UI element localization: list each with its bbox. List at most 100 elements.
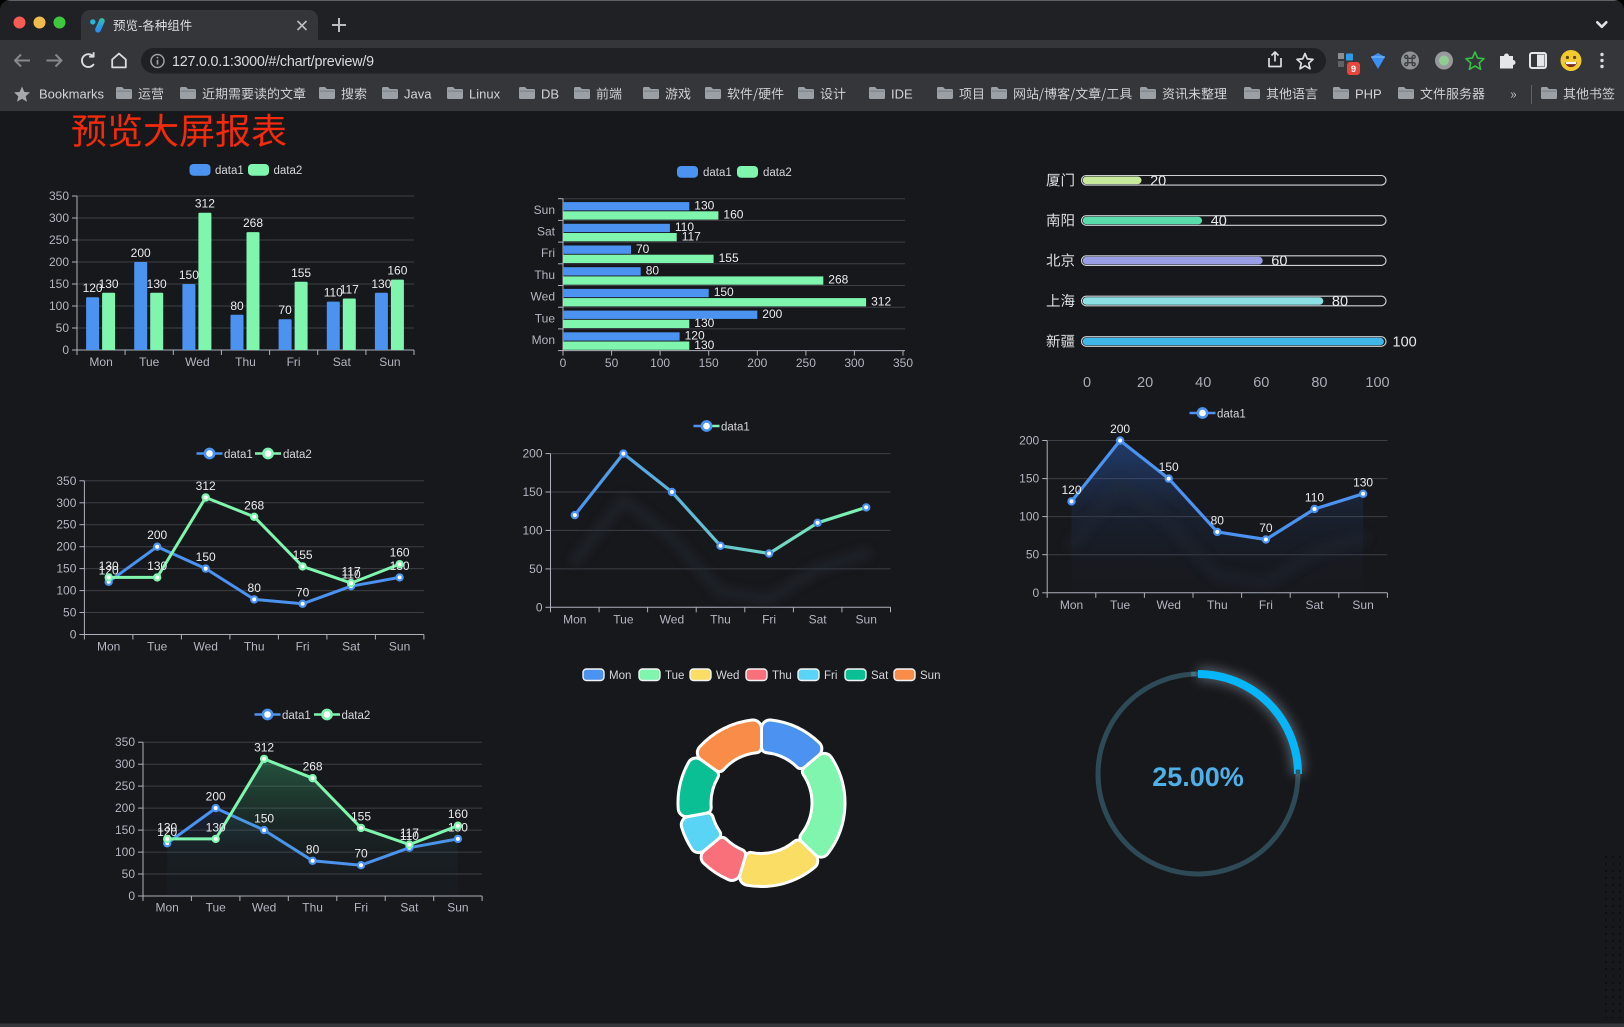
svg-text:250: 250 bbox=[56, 518, 76, 532]
svg-text:312: 312 bbox=[254, 740, 274, 754]
svg-text:70: 70 bbox=[354, 847, 368, 861]
svg-text:160: 160 bbox=[390, 546, 410, 560]
svg-text:250: 250 bbox=[49, 233, 69, 247]
svg-text:155: 155 bbox=[293, 548, 313, 562]
svg-text:Wed: Wed bbox=[193, 640, 217, 654]
svg-text:Bookmarks: Bookmarks bbox=[39, 87, 105, 102]
svg-text:Tue: Tue bbox=[613, 612, 634, 626]
svg-text:268: 268 bbox=[243, 216, 263, 230]
svg-text:268: 268 bbox=[303, 760, 323, 774]
svg-text:300: 300 bbox=[844, 356, 864, 370]
svg-text:Mon: Mon bbox=[609, 670, 631, 682]
svg-text:Wed: Wed bbox=[1156, 598, 1180, 612]
svg-text:160: 160 bbox=[723, 208, 743, 222]
svg-text:Tue: Tue bbox=[535, 311, 556, 325]
svg-text:Sat: Sat bbox=[809, 612, 828, 626]
svg-text:0: 0 bbox=[62, 343, 69, 357]
svg-text:70: 70 bbox=[296, 585, 310, 599]
svg-text:350: 350 bbox=[115, 735, 135, 749]
svg-text:100: 100 bbox=[49, 299, 69, 313]
svg-text:160: 160 bbox=[387, 264, 407, 278]
svg-text:80: 80 bbox=[1311, 375, 1327, 391]
svg-text:Mon: Mon bbox=[532, 333, 555, 347]
svg-text:312: 312 bbox=[196, 479, 216, 493]
svg-text:130: 130 bbox=[694, 198, 714, 212]
svg-text:200: 200 bbox=[206, 790, 226, 804]
svg-text:Tue: Tue bbox=[206, 901, 227, 915]
svg-text:250: 250 bbox=[796, 356, 816, 370]
svg-text:150: 150 bbox=[115, 823, 135, 837]
svg-text:155: 155 bbox=[291, 266, 311, 280]
svg-text:40: 40 bbox=[1211, 214, 1227, 230]
svg-text:0: 0 bbox=[536, 600, 543, 614]
svg-text:127.0.0.1:3000/#/chart/preview: 127.0.0.1:3000/#/chart/preview/9 bbox=[172, 54, 374, 70]
svg-text:0: 0 bbox=[128, 889, 135, 903]
svg-text:9: 9 bbox=[1351, 64, 1356, 75]
svg-text:DB: DB bbox=[541, 87, 559, 102]
svg-text:data1: data1 bbox=[1217, 408, 1246, 420]
svg-text:Sun: Sun bbox=[856, 612, 877, 626]
svg-text:Tue: Tue bbox=[147, 640, 168, 654]
svg-text:Thu: Thu bbox=[244, 640, 265, 654]
svg-text:120: 120 bbox=[685, 329, 705, 343]
svg-text:200: 200 bbox=[115, 801, 135, 815]
svg-text:Sun: Sun bbox=[920, 670, 940, 682]
svg-text:data2: data2 bbox=[342, 710, 371, 722]
svg-text:Thu: Thu bbox=[534, 268, 555, 282]
svg-text:100: 100 bbox=[1393, 335, 1417, 351]
svg-text:200: 200 bbox=[762, 307, 782, 321]
svg-text:Wed: Wed bbox=[252, 901, 276, 915]
svg-text:312: 312 bbox=[195, 197, 215, 211]
svg-text:150: 150 bbox=[522, 485, 542, 499]
svg-text:200: 200 bbox=[522, 447, 542, 461]
svg-text:Wed: Wed bbox=[531, 290, 555, 304]
svg-text:350: 350 bbox=[893, 356, 913, 370]
svg-text:Thu: Thu bbox=[710, 612, 731, 626]
svg-text:150: 150 bbox=[196, 550, 216, 564]
svg-text:Sun: Sun bbox=[389, 640, 410, 654]
svg-text:Mon: Mon bbox=[97, 640, 120, 654]
svg-text:110: 110 bbox=[400, 829, 419, 843]
svg-text:50: 50 bbox=[122, 867, 136, 881]
svg-text:150: 150 bbox=[179, 268, 199, 282]
svg-text:PHP: PHP bbox=[1355, 87, 1382, 102]
svg-text:117: 117 bbox=[682, 229, 701, 243]
svg-text:40: 40 bbox=[1195, 375, 1211, 391]
svg-text:Sun: Sun bbox=[379, 355, 400, 369]
svg-text:130: 130 bbox=[206, 820, 226, 834]
svg-text:data1: data1 bbox=[721, 421, 750, 433]
svg-text:80: 80 bbox=[1332, 294, 1348, 310]
svg-text:data1: data1 bbox=[703, 167, 732, 179]
svg-text:150: 150 bbox=[254, 812, 274, 826]
svg-text:200: 200 bbox=[747, 356, 767, 370]
svg-text:data2: data2 bbox=[274, 165, 303, 177]
svg-text:130: 130 bbox=[694, 338, 714, 352]
svg-text:150: 150 bbox=[1019, 472, 1039, 486]
svg-text:117: 117 bbox=[342, 565, 361, 579]
svg-text:130: 130 bbox=[99, 277, 119, 291]
svg-text:Sun: Sun bbox=[534, 203, 555, 217]
svg-text:120: 120 bbox=[83, 281, 103, 295]
svg-text:150: 150 bbox=[56, 562, 76, 576]
svg-text:Wed: Wed bbox=[185, 355, 209, 369]
svg-text:Sat: Sat bbox=[333, 355, 352, 369]
svg-text:Wed: Wed bbox=[716, 670, 739, 682]
svg-text:150: 150 bbox=[1159, 460, 1179, 474]
svg-text:312: 312 bbox=[871, 294, 891, 308]
svg-text:120: 120 bbox=[157, 825, 177, 839]
svg-text:200: 200 bbox=[147, 528, 167, 542]
svg-text:50: 50 bbox=[605, 356, 619, 370]
svg-text:268: 268 bbox=[828, 273, 848, 287]
svg-text:200: 200 bbox=[131, 246, 151, 260]
svg-text:Wed: Wed bbox=[660, 612, 684, 626]
svg-text:20: 20 bbox=[1150, 173, 1166, 189]
svg-text:Fri: Fri bbox=[824, 670, 837, 682]
svg-text:110: 110 bbox=[1305, 491, 1324, 505]
svg-text:Linux: Linux bbox=[469, 87, 501, 102]
svg-text:Mon: Mon bbox=[1060, 598, 1083, 612]
svg-text:Thu: Thu bbox=[772, 670, 792, 682]
svg-text:Mon: Mon bbox=[89, 355, 112, 369]
svg-text:Mon: Mon bbox=[563, 612, 586, 626]
svg-text:130: 130 bbox=[147, 277, 167, 291]
svg-text:Fri: Fri bbox=[762, 612, 776, 626]
